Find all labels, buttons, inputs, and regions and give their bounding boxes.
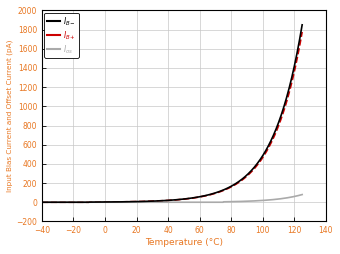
- Legend: $I_{B-}$, $I_{B+}$, $I_{os}$: $I_{B-}$, $I_{B+}$, $I_{os}$: [44, 13, 79, 58]
- X-axis label: Temperature (°C): Temperature (°C): [145, 238, 223, 247]
- Y-axis label: Input Bias Current and Offset Current (pA): Input Bias Current and Offset Current (p…: [7, 40, 14, 192]
